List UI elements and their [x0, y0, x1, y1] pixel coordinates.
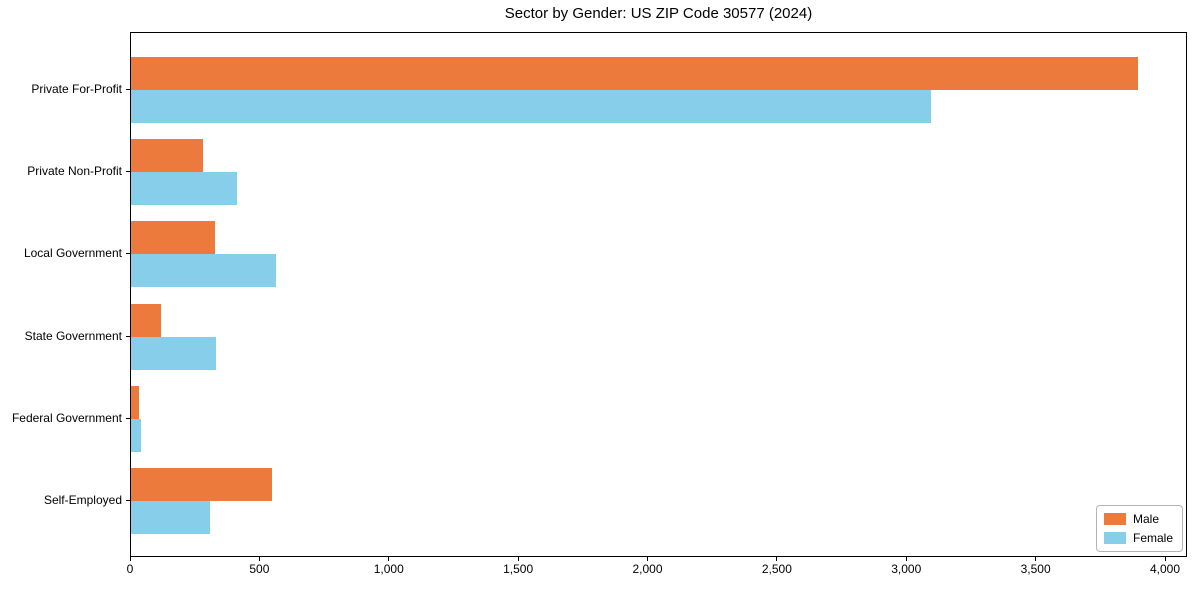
legend-item-male: Male	[1103, 512, 1173, 526]
bar-female-private-for-profit	[131, 89, 931, 123]
y-tick-mark	[126, 335, 130, 337]
x-tick-label: 3,500	[1020, 562, 1051, 576]
bar-female-local-government	[131, 254, 276, 288]
x-tick-mark	[1164, 557, 1166, 561]
x-tick-mark	[1035, 557, 1037, 561]
plot-area: Male Female	[130, 32, 1187, 557]
bar-male-federal-government	[131, 386, 139, 419]
x-tick-mark	[647, 557, 648, 561]
bar-male-private-non-profit	[131, 139, 204, 173]
bar-male-local-government	[131, 221, 216, 255]
x-tick-mark	[388, 557, 390, 561]
x-tick-mark	[776, 557, 778, 561]
y-tick-label-federal-government: Federal Government	[11, 410, 122, 425]
bar-male-private-for-profit	[131, 56, 1138, 90]
y-tick-mark	[126, 88, 130, 90]
x-tick-label: 2,500	[761, 562, 792, 576]
y-tick-mark	[126, 171, 130, 173]
y-tick-mark	[126, 253, 130, 255]
bar-male-self-employed	[131, 468, 273, 502]
legend-swatch-male	[1103, 513, 1126, 525]
x-tick-label: 3,000	[891, 562, 922, 576]
x-tick-label: 1,000	[373, 562, 404, 576]
y-tick-mark	[126, 417, 130, 419]
bar-female-federal-government	[131, 418, 142, 452]
legend-swatch-female	[1103, 532, 1126, 544]
x-tick-mark	[517, 557, 519, 561]
x-tick-label: 4,000	[1149, 562, 1181, 576]
legend-label: Female	[1132, 531, 1173, 545]
bar-female-state-government	[131, 336, 217, 370]
x-tick-mark	[905, 557, 907, 561]
y-tick-label-private-non-profit: Private Non-Profit	[27, 164, 122, 179]
y-tick-mark	[126, 500, 130, 502]
bar-female-private-non-profit	[131, 172, 238, 205]
legend-item-female: Female	[1103, 531, 1173, 545]
chart-title: Sector by Gender: US ZIP Code 30577 (202…	[504, 5, 813, 22]
x-tick-label: 2,000	[632, 562, 663, 576]
legend: Male Female	[1095, 505, 1183, 552]
y-tick-label-self-employed: Self-Employed	[43, 493, 122, 508]
x-tick-label: 0	[126, 562, 134, 576]
x-tick-label: 500	[249, 562, 270, 576]
bar-female-self-employed	[131, 501, 210, 535]
y-tick-label-state-government: State Government	[24, 328, 122, 343]
y-tick-label-private-for-profit: Private For-Profit	[31, 81, 122, 96]
x-tick-label: 1,500	[503, 562, 534, 576]
x-tick-mark	[129, 557, 131, 561]
y-tick-label-local-government: Local Government	[23, 246, 122, 261]
x-tick-mark	[258, 557, 260, 561]
legend-label: Male	[1132, 512, 1159, 526]
bar-male-state-government	[131, 303, 161, 337]
